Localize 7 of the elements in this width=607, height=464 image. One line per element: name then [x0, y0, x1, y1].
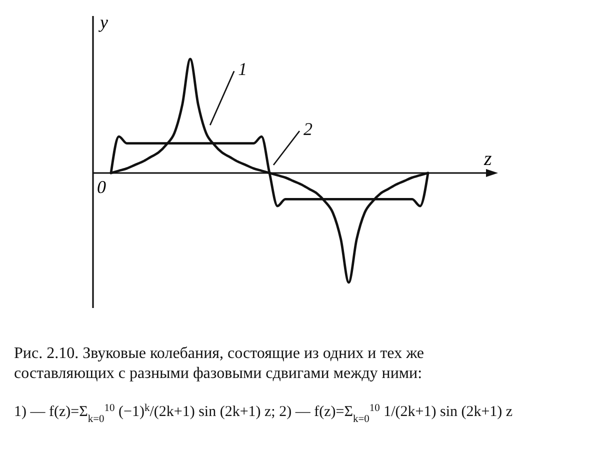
- text: 0: [97, 177, 106, 197]
- text: Рис. 2.10. Звуковые колебания, состоящие из одних и тех же составляющих с разными фазовыми сдвигами между ними:: [14, 345, 424, 382]
- x-axis-title: z: [483, 148, 492, 170]
- text: 1: [238, 59, 248, 80]
- text: 2: [304, 119, 312, 139]
- y-axis-title: y: [98, 12, 108, 32]
- text: 1) — f(z)=Σ$_{k=0}$$^{10}$ (−1)$^{k}$/(2k+1) sin (2k+1) z; 2) — f(z)=Σ$_{k=0}$$^{10}$ 1/(2k+1) sin (2k+1) z: [14, 402, 513, 424]
